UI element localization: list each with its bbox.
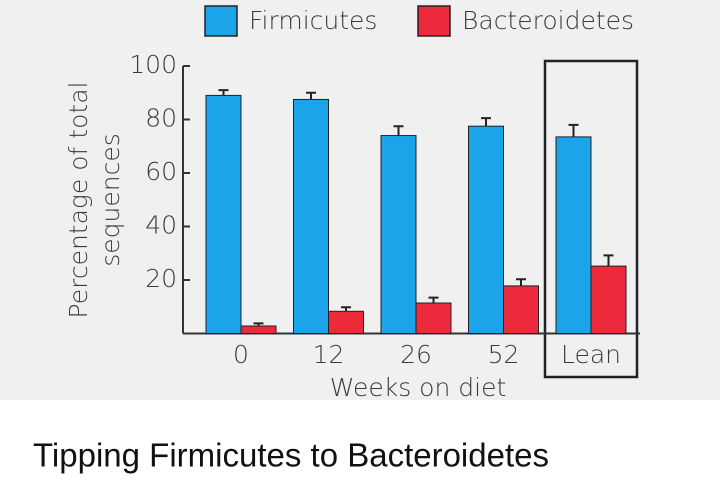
y-tick-label: 80 [145,104,177,133]
error-bar [341,306,351,312]
error-bar [568,123,579,137]
bar [555,136,592,334]
x-tick-label: 12 [313,340,345,369]
highlight-box [543,59,639,379]
y-tick-label: 20 [145,264,177,293]
y-tick-label: 60 [145,157,177,186]
legend-swatch [204,5,238,37]
legend-label: Firmicutes [249,6,377,35]
bar [380,135,417,334]
y-axis-label: sequences [96,133,125,267]
x-tick-label: 26 [400,340,432,369]
x-axis-label: Weeks on diet [330,373,507,402]
y-tick-label: 100 [129,50,177,79]
bar [328,310,364,334]
y-tick-label: 40 [145,211,177,240]
bar [590,265,627,334]
y-axis-label: Percentage of total [64,82,93,319]
caption: Tipping Firmicutes to Bacteroidetes [33,437,549,474]
error-bar [218,89,229,96]
error-bar [603,254,614,267]
x-tick-label: 0 [233,340,249,369]
error-bar [428,296,439,304]
bar [415,302,452,335]
legend-swatch [417,5,451,37]
bar [240,325,277,335]
error-bar [253,322,264,327]
legend-label: Bacteroidetes [462,6,634,35]
bar [468,125,504,334]
x-tick-label: Lean [561,340,621,369]
error-bar [481,117,491,127]
x-tick-label: 52 [488,340,520,369]
bar [503,285,539,335]
error-bar [516,278,526,286]
bar [293,98,329,334]
bar [205,94,242,334]
error-bar [306,91,316,100]
error-bar [393,125,404,136]
